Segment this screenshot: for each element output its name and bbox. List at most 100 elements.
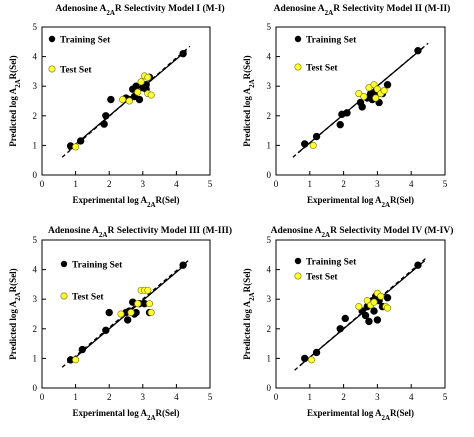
chart-panel-4: Adenosine A2AR Selectivity Model IV (M-I…	[242, 225, 453, 422]
x-axis-label: Experimental log A2AR(Sel)	[72, 195, 179, 209]
test-point	[370, 298, 378, 306]
y-tick-label: 0	[33, 383, 38, 393]
legend-marker-training	[48, 35, 56, 43]
test-point	[384, 304, 392, 312]
test-point	[144, 286, 152, 294]
x-tick-label: 0	[40, 179, 45, 189]
title-subscript: 2A	[325, 9, 334, 17]
y-label-text-end: R(Sel)	[242, 55, 252, 79]
y-tick-label: 3	[267, 81, 272, 91]
legend-training-text: Training Set	[306, 36, 357, 46]
training-point	[78, 345, 87, 354]
training-point	[336, 325, 344, 333]
test-point	[125, 97, 133, 105]
y-tick-label: 4	[33, 265, 38, 275]
y-label-subscript: 2A	[248, 79, 256, 88]
x-tick-label: 3	[375, 179, 380, 189]
title-text-end: R Selectivity Model I (M-I)	[115, 3, 225, 14]
y-tick-label: 0	[33, 170, 38, 180]
training-point	[102, 326, 110, 334]
test-point	[360, 93, 368, 101]
y-label-text: Predicted log A	[242, 87, 252, 146]
x-label-text-end: R(Sel)	[390, 195, 414, 205]
x-tick-label: 5	[208, 179, 213, 189]
training-point	[365, 317, 373, 326]
x-tick-label: 4	[409, 179, 414, 189]
y-axis-label: Predicted log A2AR(Sel)	[242, 55, 256, 146]
test-point	[144, 73, 152, 81]
x-tick-label: 2	[107, 392, 112, 402]
test-point	[355, 303, 363, 311]
y-tick-label: 5	[267, 235, 272, 245]
training-point	[373, 316, 382, 324]
title-subscript: 2A	[99, 231, 108, 239]
test-point	[365, 84, 373, 92]
y-axis-label: Predicted log A2AR(Sel)	[8, 55, 22, 146]
training-point	[383, 294, 392, 302]
y-tick-label: 1	[33, 353, 38, 363]
title-text: Adenosine A	[48, 226, 99, 236]
legend-marker-training	[294, 35, 302, 43]
test-point	[117, 310, 125, 318]
title-text: Adenosine A	[274, 4, 325, 14]
legend-label-training: Training Set	[60, 36, 111, 46]
y-tick-label: 5	[33, 22, 38, 32]
y-tick-label: 1	[267, 140, 272, 150]
y-label-subscript: 2A	[14, 292, 22, 301]
y-tick-label: 5	[33, 235, 38, 245]
test-point	[380, 87, 388, 95]
x-label-text-end: R(Sel)	[156, 195, 180, 205]
training-point	[105, 308, 113, 317]
y-tick-label: 1	[33, 140, 38, 150]
training-point	[358, 103, 366, 111]
x-label-text: Experimental log A	[72, 408, 147, 418]
legend-label-test: Test Set	[72, 293, 104, 303]
training-point	[343, 109, 351, 117]
y-label-text-end: R(Sel)	[8, 55, 18, 79]
training-point	[100, 120, 108, 128]
test-point	[309, 141, 317, 149]
y-tick-label: 2	[267, 111, 272, 121]
x-tick-label: 2	[341, 179, 346, 189]
training-point	[312, 348, 321, 357]
training-point	[179, 261, 187, 269]
training-point	[132, 82, 140, 90]
training-point	[135, 95, 144, 104]
y-label-text: Predicted log A	[8, 87, 18, 146]
x-label-text-end: R(Sel)	[390, 408, 414, 418]
x-label-subscript: 2A	[147, 201, 156, 209]
legend-marker-test	[60, 292, 68, 300]
test-point	[146, 300, 154, 308]
x-tick-label: 5	[443, 392, 448, 402]
training-point	[102, 112, 110, 120]
legend-label-training: Training Set	[72, 261, 123, 271]
legend-label-training: Training Set	[306, 258, 357, 268]
x-tick-label: 4	[409, 392, 414, 402]
legend-training-text: Training Set	[60, 36, 111, 46]
y-label-text-end: R(Sel)	[8, 268, 18, 292]
legend-test-text: Test Set	[306, 273, 338, 283]
test-point	[147, 91, 155, 99]
training-point	[301, 140, 309, 148]
y-tick-label: 3	[33, 81, 38, 91]
legend-label-test: Test Set	[306, 64, 338, 74]
chart-title: Adenosine A2AR Selectivity Model III (M-…	[48, 225, 232, 239]
x-tick-label: 0	[274, 179, 279, 189]
x-label-subscript: 2A	[381, 414, 390, 422]
y-tick-label: 1	[267, 353, 272, 363]
x-axis-label: Experimental log A2AR(Sel)	[72, 408, 179, 422]
x-tick-label: 3	[141, 179, 146, 189]
training-point	[361, 311, 370, 320]
legend-training-text: Training Set	[72, 261, 123, 271]
plot-frame	[41, 26, 211, 176]
chart-title: Adenosine A2AR Selectivity Model IV (M-I…	[271, 225, 454, 239]
title-text-end: R Selectivity Model II (M-II)	[333, 3, 450, 14]
y-tick-label: 2	[33, 111, 38, 121]
y-tick-label: 0	[267, 383, 272, 393]
y-tick-label: 5	[267, 22, 272, 32]
test-point	[72, 143, 80, 151]
plot-frame	[41, 239, 211, 389]
y-tick-label: 4	[267, 265, 272, 275]
test-point	[147, 309, 155, 317]
